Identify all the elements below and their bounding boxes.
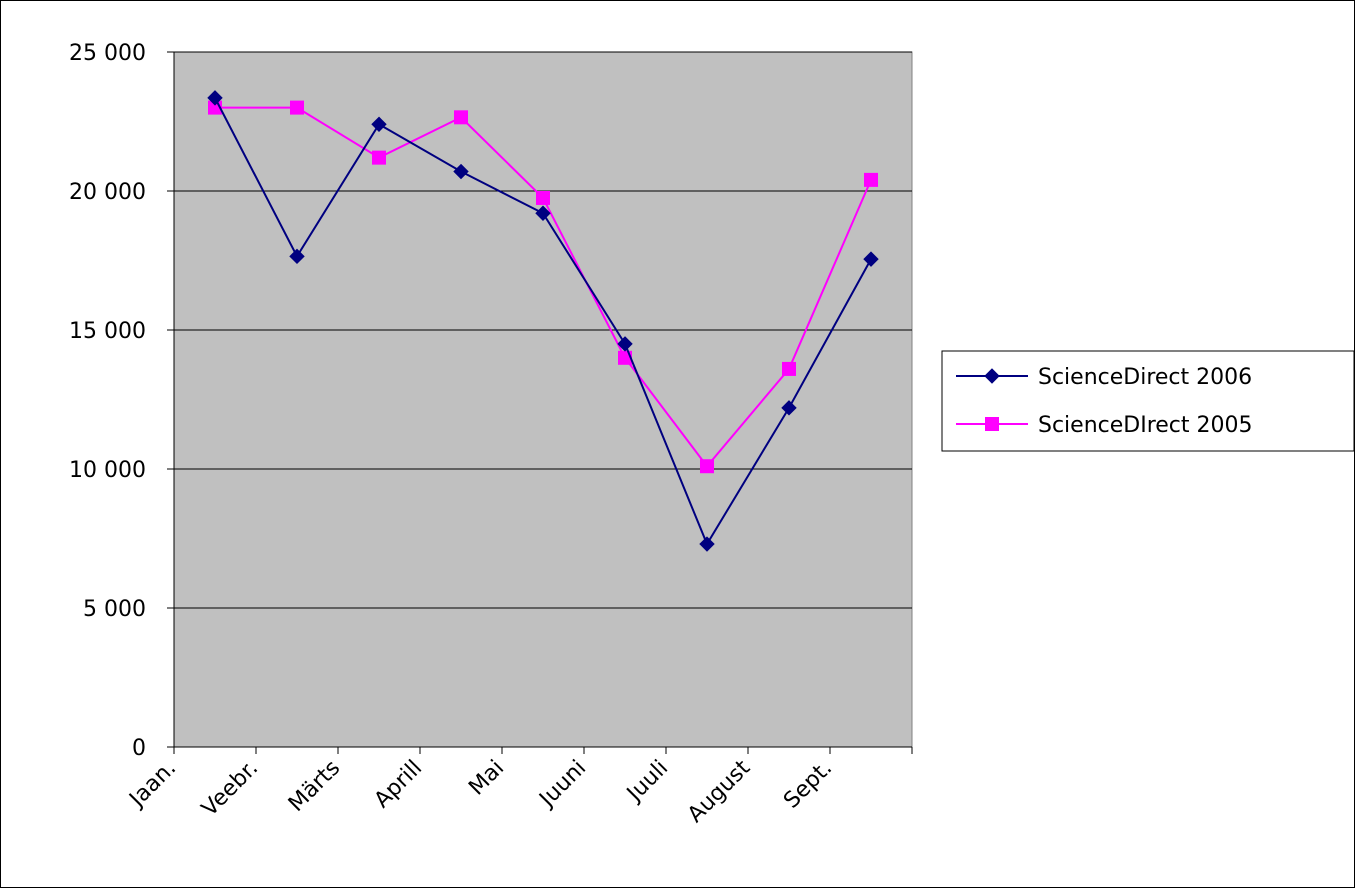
data-point-1 [700,459,714,474]
data-point-0 [617,336,633,352]
legend: ScienceDirect 2006 ScienceDIrect 2005 [941,350,1355,452]
x-tick-label: August [683,755,755,827]
x-tick-label: Märts [284,756,345,817]
x-tick-label: Jaan. [124,756,182,814]
data-point-0 [371,116,387,132]
y-tick-label: 20 000 [69,180,146,205]
data-point-1 [782,361,796,376]
data-point-0 [207,90,223,106]
data-point-0 [453,163,469,180]
data-point-1 [290,100,304,115]
legend-label: ScienceDIrect 2005 [1038,413,1253,438]
legend-label: ScienceDirect 2006 [1038,365,1252,390]
legend-marker [985,417,999,431]
data-point-1 [372,150,386,165]
x-tick-label: Aprill [370,756,428,814]
data-point-0 [781,400,797,416]
plot-area: 0 5 000 10 000 15 000 20 000 25 000 Jaan. Veebr… [69,41,913,828]
data-point-0 [863,251,879,267]
y-tick-label: 15 000 [69,319,146,344]
legend-box [941,350,1355,452]
data-point-0 [289,248,305,265]
x-tick-label: Juuli [621,756,673,808]
data-point-0 [699,536,715,552]
plot-background [173,51,913,748]
y-tick-label: 25 000 [69,41,146,66]
data-point-1 [536,190,550,205]
y-tick-label: 5 000 [83,597,146,622]
x-tick-label: Juuni [534,756,592,814]
x-tick-label: Sept. [779,756,837,814]
x-tick-label: Veebr. [197,756,263,822]
data-point-1 [454,110,468,125]
x-tick-label: Mai [464,756,509,801]
legend-marker [984,368,1000,384]
data-point-1 [864,172,878,187]
y-tick-label: 10 000 [69,458,146,483]
y-tick-label: 0 [132,736,146,761]
data-point-0 [535,205,551,221]
